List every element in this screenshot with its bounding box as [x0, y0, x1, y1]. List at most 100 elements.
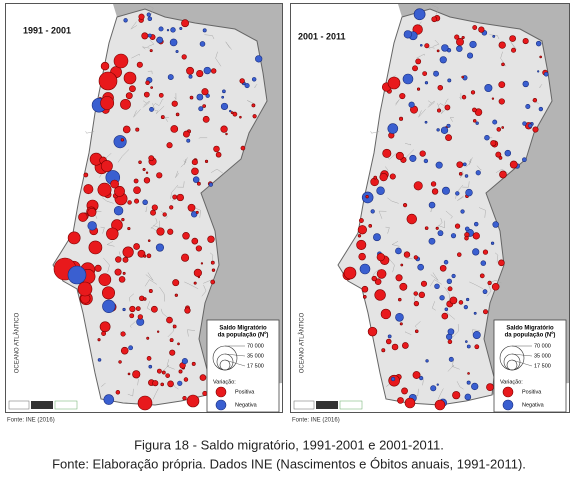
bubble [472, 248, 480, 256]
legend-size-label: 17 500 [534, 363, 551, 369]
bubble [172, 324, 177, 329]
bubble [115, 256, 122, 263]
bubble [193, 281, 197, 285]
bubble [492, 119, 498, 125]
bubble [472, 232, 480, 240]
bubble [191, 237, 199, 245]
bubble [491, 97, 495, 100]
legend-positive [502, 386, 514, 398]
bubble [362, 294, 367, 299]
bubble [184, 307, 191, 314]
bubble [436, 383, 439, 386]
bubble [455, 191, 460, 196]
bubble [356, 239, 367, 250]
bubble [424, 43, 430, 49]
bubble [402, 342, 409, 349]
bubble [482, 289, 488, 295]
bubble [387, 76, 401, 90]
bubble [379, 172, 388, 182]
bubble [213, 145, 220, 153]
bubble [196, 69, 204, 78]
bubble [149, 49, 153, 53]
bubble [413, 8, 426, 21]
bubble [466, 344, 471, 349]
bubble [472, 119, 477, 123]
bubble [133, 243, 140, 250]
legend-size-label: 70 000 [247, 343, 264, 349]
bubble [97, 338, 101, 342]
bubble [537, 70, 540, 73]
bubble [511, 47, 517, 53]
legend-title: da população (Nº) [218, 333, 269, 339]
logo [293, 400, 315, 410]
bubble [522, 38, 529, 45]
bubble [447, 78, 452, 83]
bubble [177, 380, 183, 386]
bubble [204, 159, 209, 163]
bubble [122, 307, 126, 312]
bubble [406, 213, 417, 225]
bubble [137, 249, 146, 258]
bubble [509, 160, 518, 169]
bubble [437, 108, 442, 113]
bubble [487, 280, 492, 286]
bubble [156, 368, 162, 374]
bubble [498, 81, 506, 89]
bubble [197, 181, 201, 186]
bubble [133, 178, 139, 184]
bubble [358, 252, 366, 261]
bubble [137, 395, 153, 411]
bubble [166, 142, 173, 149]
bubble [367, 326, 378, 337]
bubble [374, 289, 386, 301]
bubble [177, 342, 180, 346]
bubble [129, 85, 136, 93]
bubble [102, 299, 116, 313]
logo [316, 401, 338, 409]
bubble [132, 370, 141, 379]
bubble [141, 32, 149, 40]
bubble [382, 148, 392, 158]
bubble [201, 88, 209, 96]
bubble [160, 115, 165, 120]
bubble [161, 370, 166, 375]
bubble [122, 256, 129, 263]
bubble [210, 279, 216, 285]
bubble [165, 373, 170, 378]
bubble [365, 194, 369, 199]
bubble [114, 268, 122, 276]
bubble [387, 334, 392, 339]
bubble [390, 376, 396, 382]
bubble [437, 85, 443, 91]
bubble [395, 274, 403, 282]
bubble [467, 52, 474, 59]
bubble [191, 211, 198, 218]
legend-title: Saldo Migratório [506, 326, 554, 332]
bubble [207, 235, 215, 243]
spain [398, 4, 569, 395]
legend-negative-label: Negativa [522, 402, 545, 408]
bubble [170, 125, 179, 133]
bubble [395, 312, 404, 322]
bubble [191, 159, 198, 166]
bubble [149, 106, 154, 112]
bubble [528, 123, 533, 128]
bubble [129, 313, 135, 319]
bubble [200, 262, 204, 265]
bubble [473, 221, 479, 227]
bubble [430, 385, 437, 392]
bubble [424, 226, 429, 230]
bubble [444, 104, 451, 111]
bubble [120, 98, 131, 110]
bubble [175, 49, 179, 53]
bubble [381, 348, 386, 353]
bubble [395, 247, 402, 255]
bubble [98, 71, 118, 91]
bubble [244, 83, 250, 89]
bubble [454, 223, 461, 229]
bubble [136, 61, 143, 68]
bubble [188, 74, 193, 79]
bubble [156, 227, 165, 236]
bubble [418, 291, 426, 299]
bubble [373, 175, 378, 180]
